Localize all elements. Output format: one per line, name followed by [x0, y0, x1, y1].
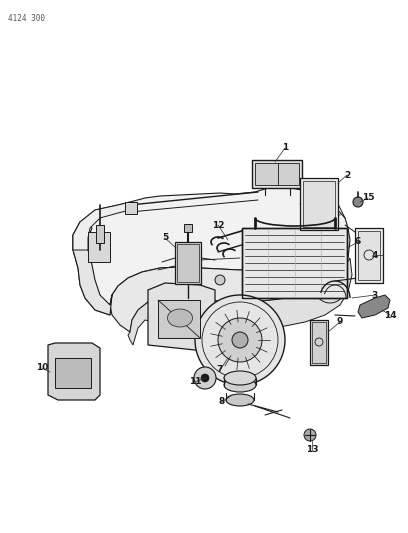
Circle shape: [194, 367, 216, 389]
Polygon shape: [48, 343, 100, 400]
Bar: [125, 202, 137, 214]
Ellipse shape: [226, 394, 254, 406]
Polygon shape: [110, 228, 350, 332]
Bar: [96, 225, 104, 243]
Ellipse shape: [168, 309, 193, 327]
Polygon shape: [358, 295, 390, 318]
Text: 14: 14: [384, 311, 396, 319]
Circle shape: [195, 295, 285, 385]
Polygon shape: [73, 187, 348, 315]
Bar: [158, 300, 200, 338]
Bar: [88, 232, 110, 262]
Bar: [255, 163, 299, 185]
Text: 8: 8: [219, 398, 225, 407]
Bar: [312, 322, 326, 363]
Bar: [245, 231, 344, 295]
Bar: [175, 242, 201, 284]
Polygon shape: [73, 222, 112, 315]
Text: 10: 10: [36, 364, 48, 373]
Bar: [358, 231, 380, 280]
Text: 1: 1: [282, 143, 288, 152]
Polygon shape: [128, 258, 352, 345]
Circle shape: [215, 275, 225, 285]
Text: 4124 300: 4124 300: [8, 14, 45, 23]
Text: 13: 13: [306, 446, 318, 455]
Bar: [242, 228, 347, 298]
Circle shape: [201, 374, 209, 382]
Text: 5: 5: [162, 233, 168, 243]
Circle shape: [353, 197, 363, 207]
Bar: [300, 178, 338, 230]
Bar: [177, 244, 199, 282]
Polygon shape: [148, 283, 215, 350]
Text: 7: 7: [217, 366, 223, 375]
Ellipse shape: [224, 371, 256, 385]
Bar: [252, 160, 302, 188]
Polygon shape: [73, 202, 130, 250]
Circle shape: [304, 429, 316, 441]
Bar: [242, 228, 347, 298]
Bar: [184, 224, 192, 232]
Bar: [310, 320, 328, 365]
Bar: [55, 358, 91, 388]
Text: 9: 9: [337, 318, 343, 327]
Circle shape: [218, 318, 262, 362]
Bar: [355, 228, 383, 283]
Text: 3: 3: [372, 290, 378, 300]
Text: 2: 2: [344, 171, 350, 180]
Ellipse shape: [224, 378, 256, 392]
Text: 6: 6: [355, 238, 361, 246]
Text: 15: 15: [362, 193, 374, 203]
Circle shape: [232, 332, 248, 348]
Text: 12: 12: [212, 221, 224, 230]
Text: 11: 11: [189, 377, 201, 386]
Bar: [303, 181, 335, 227]
Text: 4: 4: [372, 251, 378, 260]
